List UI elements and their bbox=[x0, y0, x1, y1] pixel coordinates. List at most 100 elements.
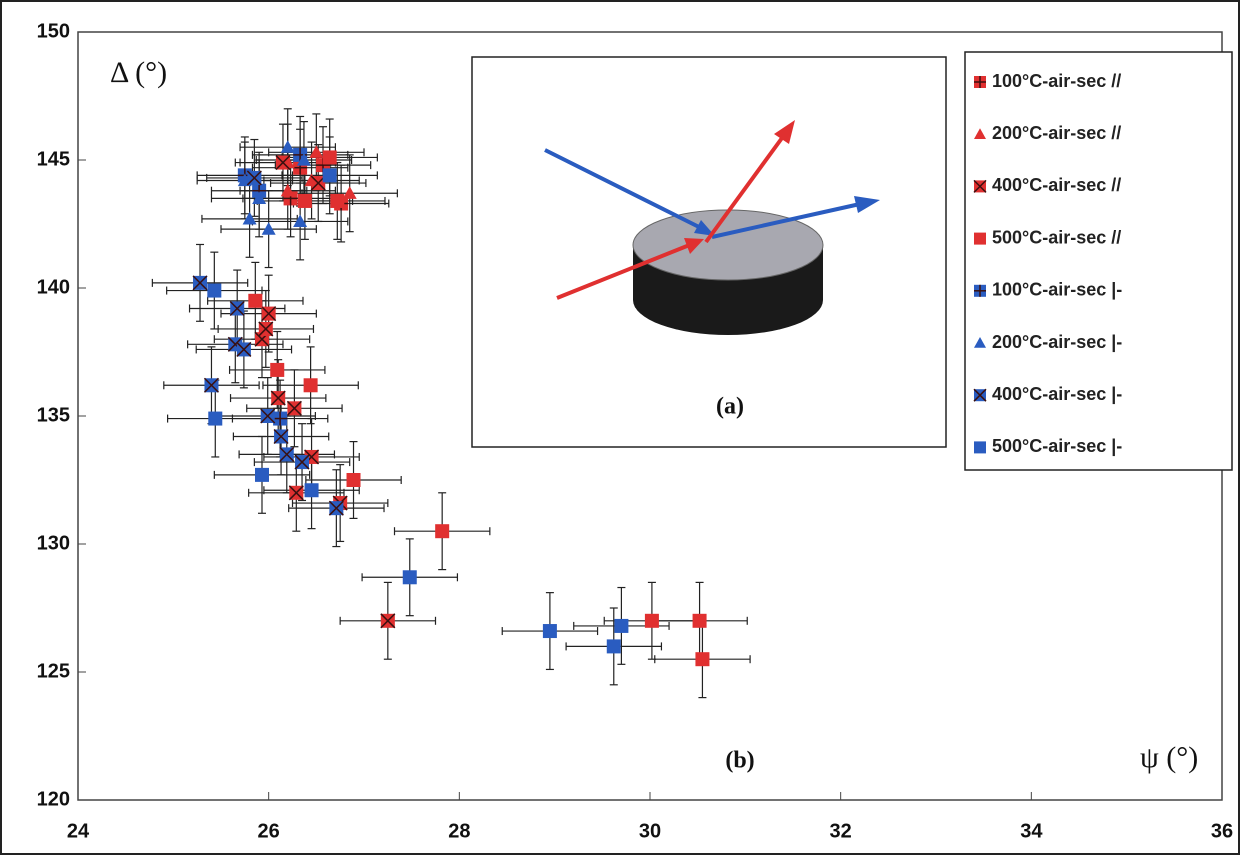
marker-shape bbox=[342, 186, 357, 199]
x-tick-label: 26 bbox=[258, 820, 280, 842]
marker-shape bbox=[435, 524, 450, 539]
marker-shape bbox=[974, 441, 986, 454]
marker-shape bbox=[974, 232, 986, 245]
point bbox=[695, 652, 710, 667]
arrowhead bbox=[854, 196, 880, 213]
point bbox=[208, 411, 223, 426]
inset: (a) bbox=[471, 56, 947, 448]
point bbox=[192, 275, 208, 291]
x-tick-label: 30 bbox=[639, 820, 661, 842]
point bbox=[614, 618, 629, 633]
marker-shape bbox=[346, 473, 361, 487]
point bbox=[304, 483, 319, 498]
point bbox=[270, 390, 286, 406]
point bbox=[252, 191, 267, 204]
point bbox=[294, 454, 310, 470]
marker-shape bbox=[974, 337, 986, 348]
point bbox=[246, 170, 262, 186]
marker-shape bbox=[254, 467, 269, 482]
x-tick-label: 32 bbox=[830, 820, 852, 842]
point bbox=[322, 168, 337, 183]
point bbox=[644, 613, 659, 628]
marker-shape bbox=[297, 193, 312, 208]
marker-shape bbox=[614, 618, 629, 633]
marker-shape bbox=[252, 191, 267, 204]
marker-shape bbox=[542, 624, 557, 639]
point bbox=[273, 428, 289, 445]
point bbox=[328, 500, 344, 516]
point bbox=[380, 613, 396, 629]
marker-detail bbox=[192, 275, 208, 291]
arrowhead bbox=[684, 238, 704, 254]
x-tick-label: 24 bbox=[67, 820, 90, 842]
marker-detail bbox=[258, 321, 274, 337]
x-tick-label: 34 bbox=[1020, 820, 1043, 842]
legend-marker bbox=[974, 128, 986, 139]
marker-detail bbox=[260, 408, 276, 424]
point bbox=[296, 153, 311, 166]
legend-label: 200°C-air-sec // bbox=[992, 123, 1121, 143]
marker-detail bbox=[203, 377, 219, 393]
marker-shape bbox=[207, 283, 222, 298]
x-tick-label: 36 bbox=[1211, 820, 1233, 842]
point bbox=[342, 186, 357, 199]
marker-detail bbox=[279, 446, 295, 462]
marker-detail bbox=[973, 388, 987, 402]
marker-detail bbox=[288, 485, 304, 501]
point bbox=[293, 214, 308, 228]
marker-detail bbox=[270, 390, 286, 406]
point bbox=[280, 140, 295, 153]
point bbox=[242, 211, 257, 225]
x-tick-label: 28 bbox=[448, 820, 470, 842]
point bbox=[248, 293, 263, 308]
y-tick-label: 120 bbox=[37, 788, 70, 810]
marker-detail bbox=[273, 428, 289, 445]
marker-shape bbox=[248, 293, 263, 308]
annotation: (a) bbox=[716, 394, 744, 420]
marker-detail bbox=[286, 400, 302, 416]
legend-marker bbox=[973, 388, 987, 402]
marker-detail bbox=[973, 179, 987, 193]
arrowhead bbox=[774, 120, 795, 144]
point bbox=[606, 639, 621, 654]
point bbox=[229, 300, 245, 317]
y-tick-label: 150 bbox=[37, 20, 70, 42]
marker-shape bbox=[402, 570, 417, 585]
point bbox=[258, 321, 274, 337]
y-tick-label: 140 bbox=[37, 276, 70, 298]
point bbox=[346, 473, 361, 487]
y-axis-label: Δ (°) bbox=[110, 56, 167, 89]
point bbox=[260, 408, 276, 424]
marker-detail bbox=[246, 170, 262, 186]
marker-shape bbox=[303, 378, 318, 393]
marker-detail bbox=[227, 336, 243, 352]
legend-marker bbox=[974, 284, 986, 297]
point bbox=[279, 446, 295, 462]
marker-shape bbox=[242, 211, 257, 225]
legend-label: 500°C-air-sec |- bbox=[992, 436, 1122, 456]
incident-ray bbox=[544, 148, 706, 232]
marker-detail bbox=[294, 454, 310, 470]
legend-label: 400°C-air-sec // bbox=[992, 175, 1121, 195]
x-axis-label: ψ (°) bbox=[1140, 741, 1198, 774]
point bbox=[236, 341, 252, 357]
point bbox=[542, 624, 557, 639]
marker-shape bbox=[330, 193, 345, 208]
legend-label: 100°C-air-sec |- bbox=[992, 280, 1122, 300]
marker-shape bbox=[974, 128, 986, 139]
marker-detail bbox=[261, 306, 277, 322]
marker-shape bbox=[644, 613, 659, 628]
reflected-ray bbox=[711, 202, 861, 239]
marker-detail bbox=[236, 341, 252, 357]
legend-marker bbox=[974, 441, 986, 454]
legend-marker bbox=[974, 76, 986, 88]
point bbox=[288, 485, 304, 501]
marker-shape bbox=[296, 153, 311, 166]
point bbox=[435, 524, 450, 539]
y-tick-label: 135 bbox=[37, 404, 70, 426]
legend-label: 100°C-air-sec // bbox=[992, 71, 1121, 91]
legend-label: 200°C-air-sec |- bbox=[992, 332, 1122, 352]
point bbox=[309, 145, 324, 158]
point bbox=[692, 613, 707, 628]
